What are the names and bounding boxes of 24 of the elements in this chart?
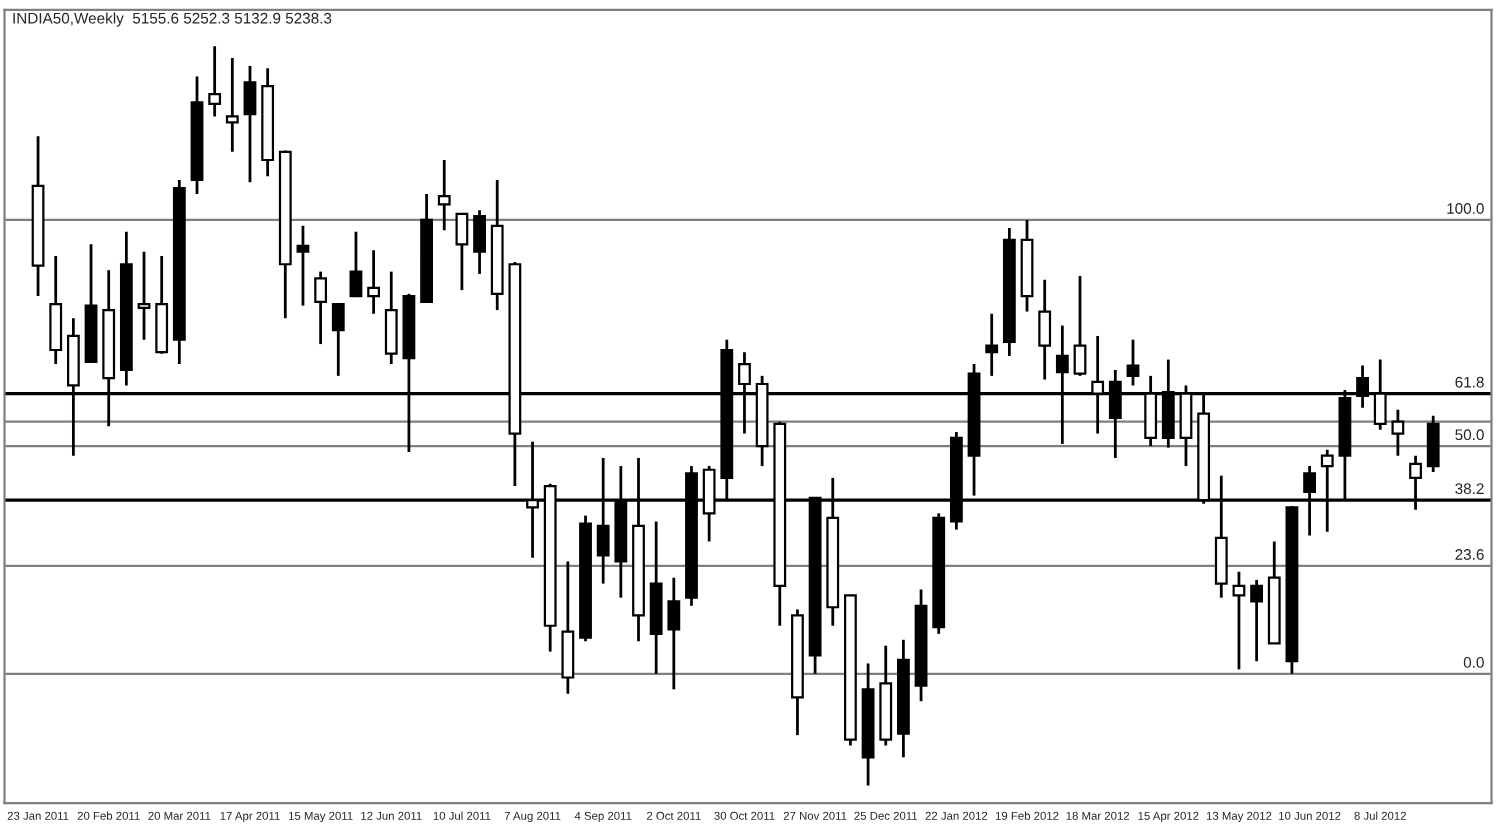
candlestick	[1426, 414, 1440, 474]
candlestick	[1073, 274, 1087, 378]
candlestick	[367, 248, 381, 316]
candlestick	[49, 254, 63, 366]
candlestick	[243, 64, 257, 184]
candlestick	[667, 576, 681, 691]
candlestick	[208, 44, 222, 118]
candlestick	[225, 56, 239, 154]
candlestick	[561, 560, 575, 696]
candlestick	[985, 312, 999, 378]
candlestick	[349, 230, 363, 298]
candlestick	[314, 270, 328, 346]
candlestick	[384, 270, 398, 366]
candlestick	[1126, 338, 1140, 387]
candlestick	[1232, 570, 1246, 671]
candlestick	[1391, 408, 1405, 458]
candlestick	[455, 212, 469, 292]
candlestick	[331, 302, 345, 378]
candlestick	[137, 250, 151, 342]
candlestick	[1038, 278, 1052, 381]
candlestick	[473, 208, 486, 276]
candlestick	[1250, 578, 1264, 663]
candlestick	[437, 158, 451, 232]
candlestick	[296, 224, 310, 308]
